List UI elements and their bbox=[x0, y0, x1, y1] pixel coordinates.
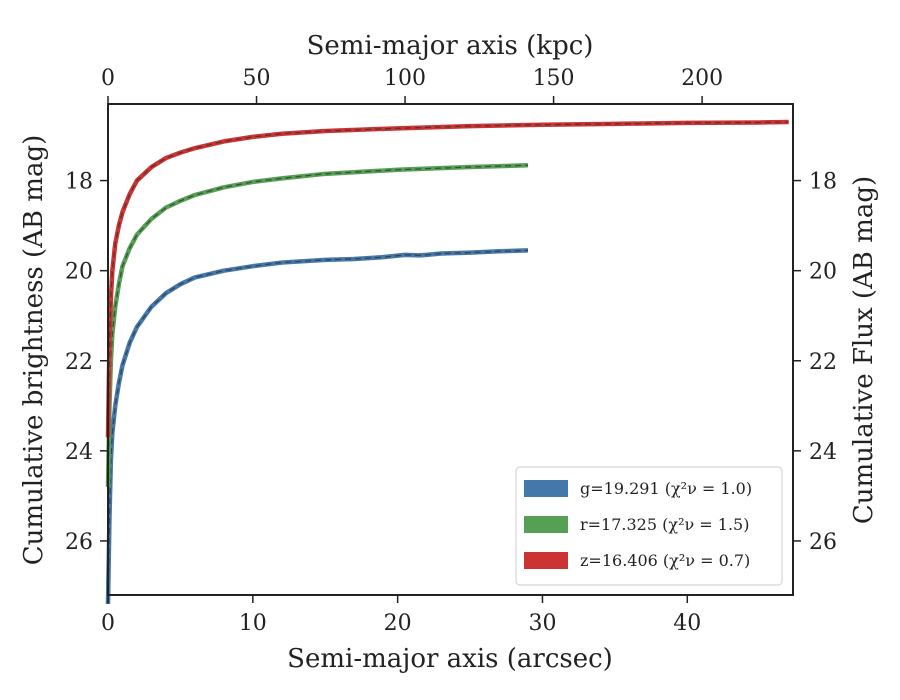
y-tick-label: 18 bbox=[65, 170, 93, 195]
legend-label-z: z=16.406 (χ²ν = 0.7) bbox=[580, 551, 750, 570]
x-axis-label: Semi-major axis (arcsec) bbox=[287, 644, 613, 674]
y2-tick-label: 20 bbox=[809, 260, 837, 285]
series-z-model-line bbox=[107, 121, 789, 438]
y2-tick-label: 22 bbox=[809, 350, 837, 375]
ticks-layer: 0 10 20 30 40 0 50 100 150 200 18 18 20 20 22 22 24 24 26 2… bbox=[65, 66, 837, 636]
legend-swatch-z bbox=[524, 552, 568, 569]
y-axis-label: Cumulative brightness (AB mag) bbox=[19, 135, 49, 566]
y2-tick-label: 26 bbox=[809, 530, 837, 555]
x-tick-label: 20 bbox=[384, 611, 412, 636]
plot-frame bbox=[107, 103, 794, 596]
x2-tick-label: 200 bbox=[681, 66, 723, 91]
y2-tick-label: 18 bbox=[809, 170, 837, 195]
x-tick-label: 10 bbox=[239, 611, 267, 636]
x2-tick-label: 150 bbox=[533, 66, 575, 91]
series-r-model-line bbox=[107, 164, 529, 487]
x-tick-label: 30 bbox=[528, 611, 556, 636]
x-tick-label: 40 bbox=[673, 611, 701, 636]
y2-axis-label: Cumulative Flux (AB mag) bbox=[849, 176, 879, 524]
curves-layer bbox=[105, 119, 789, 605]
legend-swatch-r bbox=[524, 516, 568, 533]
y2-tick-label: 24 bbox=[809, 440, 837, 465]
x2-tick-label: 100 bbox=[384, 66, 426, 91]
legend-label-r: r=17.325 (χ²ν = 1.5) bbox=[580, 515, 749, 534]
y-tick-label: 22 bbox=[65, 350, 93, 375]
y-tick-label: 26 bbox=[65, 530, 93, 555]
y-tick-label: 20 bbox=[65, 260, 93, 285]
x2-tick-label: 0 bbox=[101, 66, 115, 91]
x2-axis-label: Semi-major axis (kpc) bbox=[307, 31, 594, 61]
y-tick-label: 24 bbox=[65, 440, 93, 465]
legend-box bbox=[515, 466, 783, 586]
x-tick-label: 0 bbox=[101, 611, 115, 636]
legend: g=19.291 (χ²ν = 1.0) r=17.325 (χ²ν = 1.5)… bbox=[515, 466, 783, 586]
legend-swatch-g bbox=[524, 480, 568, 497]
x2-tick-label: 50 bbox=[243, 66, 271, 91]
series-g-model-line bbox=[107, 249, 529, 605]
legend-label-g: g=19.291 (χ²ν = 1.0) bbox=[580, 479, 752, 498]
